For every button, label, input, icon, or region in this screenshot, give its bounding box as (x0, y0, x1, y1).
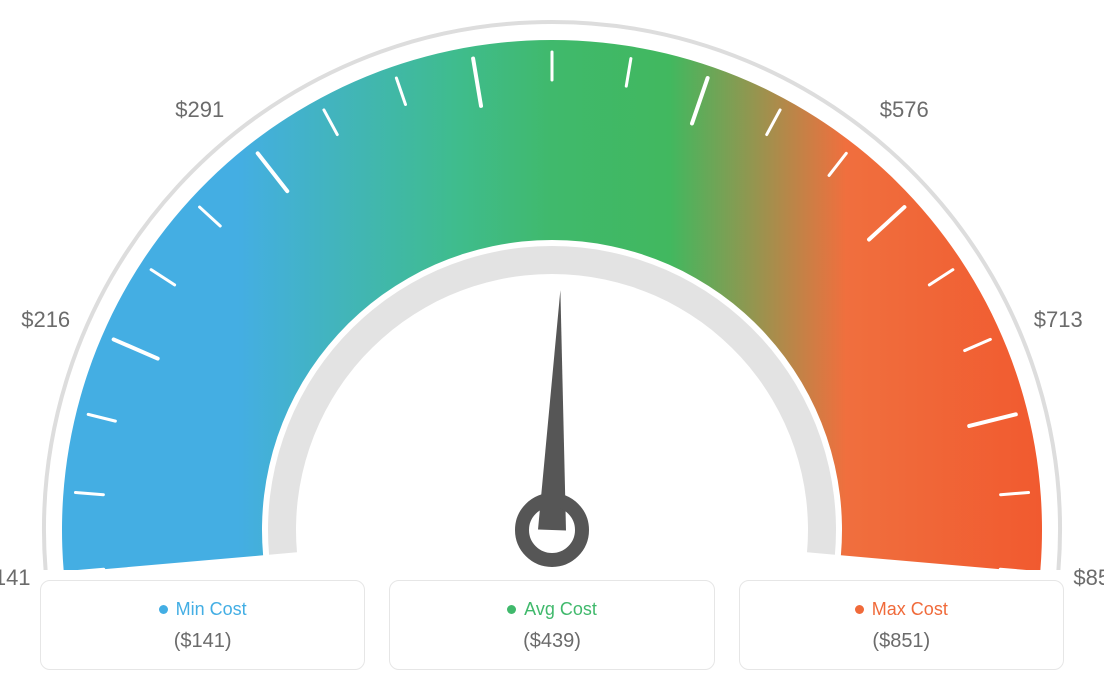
legend-text-avg: Avg Cost (524, 599, 597, 620)
legend-text-min: Min Cost (176, 599, 247, 620)
legend-label-avg: Avg Cost (507, 599, 597, 620)
legend-label-min: Min Cost (159, 599, 247, 620)
legend-label-max: Max Cost (855, 599, 948, 620)
legend-value-max: ($851) (740, 630, 1063, 653)
dot-icon (855, 605, 864, 614)
gauge-tick-label: $291 (175, 97, 224, 123)
dot-icon (159, 605, 168, 614)
gauge-tick-label: $216 (21, 307, 70, 333)
gauge-tick-label: $141 (0, 565, 31, 591)
legend-text-max: Max Cost (872, 599, 948, 620)
legend-card-avg: Avg Cost ($439) (389, 580, 714, 670)
legend-row: Min Cost ($141) Avg Cost ($439) Max Cost… (0, 580, 1104, 670)
dot-icon (507, 605, 516, 614)
legend-value-min: ($141) (41, 630, 364, 653)
gauge-tick-label: $851 (1073, 565, 1104, 591)
gauge-svg (0, 0, 1104, 570)
legend-card-min: Min Cost ($141) (40, 580, 365, 670)
cost-gauge-widget: $141$216$291$439$576$713$851 Min Cost ($… (0, 0, 1104, 690)
gauge-tick-label: $713 (1034, 307, 1083, 333)
gauge-chart: $141$216$291$439$576$713$851 (0, 0, 1104, 570)
legend-card-max: Max Cost ($851) (739, 580, 1064, 670)
gauge-tick-label: $576 (880, 97, 929, 123)
legend-value-avg: ($439) (390, 630, 713, 653)
